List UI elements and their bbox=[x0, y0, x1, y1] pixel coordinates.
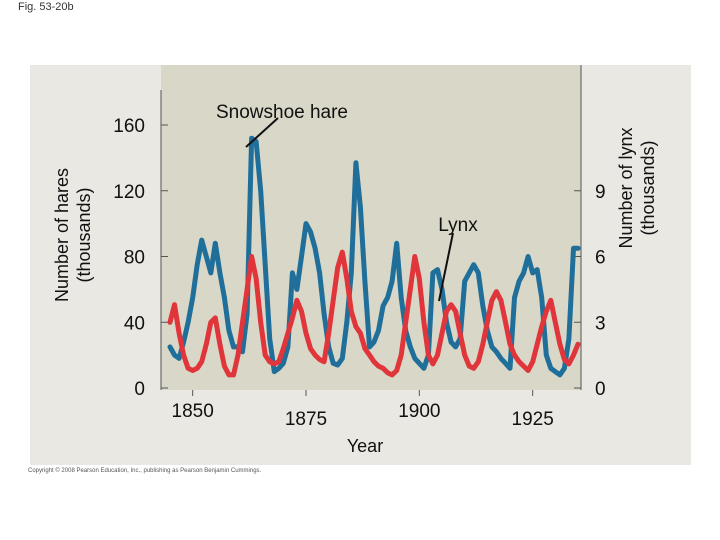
y-axis-title-right: Number of lynx (thousands) bbox=[616, 127, 658, 248]
y-right-tick-label: 9 bbox=[595, 182, 606, 203]
hare-annotation: Snowshoe hare bbox=[216, 102, 348, 123]
y-right-tick-label: 3 bbox=[595, 313, 606, 334]
x-tick-label: 1900 bbox=[398, 401, 440, 422]
x-tick-label: 1925 bbox=[512, 409, 554, 430]
y-left-tick-label: 120 bbox=[113, 182, 145, 203]
y-left-tick-label: 40 bbox=[124, 313, 145, 334]
lynx-series-line bbox=[167, 249, 581, 378]
y-right-tick-label: 6 bbox=[595, 248, 606, 269]
y-right-tick-label: 0 bbox=[595, 379, 606, 400]
y-axis-title-left: Number of hares (thousands) bbox=[52, 168, 94, 302]
x-tick-label: 1875 bbox=[285, 409, 327, 430]
y-left-tick-label: 80 bbox=[124, 248, 145, 269]
hare-lynx-chart: 0 40 80 120 160 0 3 6 9 1850 1875 1900 1925 Year N… bbox=[52, 65, 658, 456]
hare-annotation-pointer bbox=[245, 117, 279, 148]
chart-panel: 0 40 80 120 160 0 3 6 9 1850 1875 1900 1925 Year N… bbox=[30, 65, 691, 465]
y-left-tick-label: 160 bbox=[113, 116, 145, 137]
figure-label: Fig. 53-20b bbox=[18, 1, 74, 13]
copyright-notice: Copyright © 2008 Pearson Education, Inc.… bbox=[28, 468, 262, 474]
lynx-annotation-pointer bbox=[438, 232, 454, 302]
y-left-tick-label: 0 bbox=[134, 379, 145, 400]
x-tick-label: 1850 bbox=[172, 401, 214, 422]
lynx-annotation: Lynx bbox=[438, 215, 478, 236]
x-axis-title: Year bbox=[347, 436, 383, 456]
